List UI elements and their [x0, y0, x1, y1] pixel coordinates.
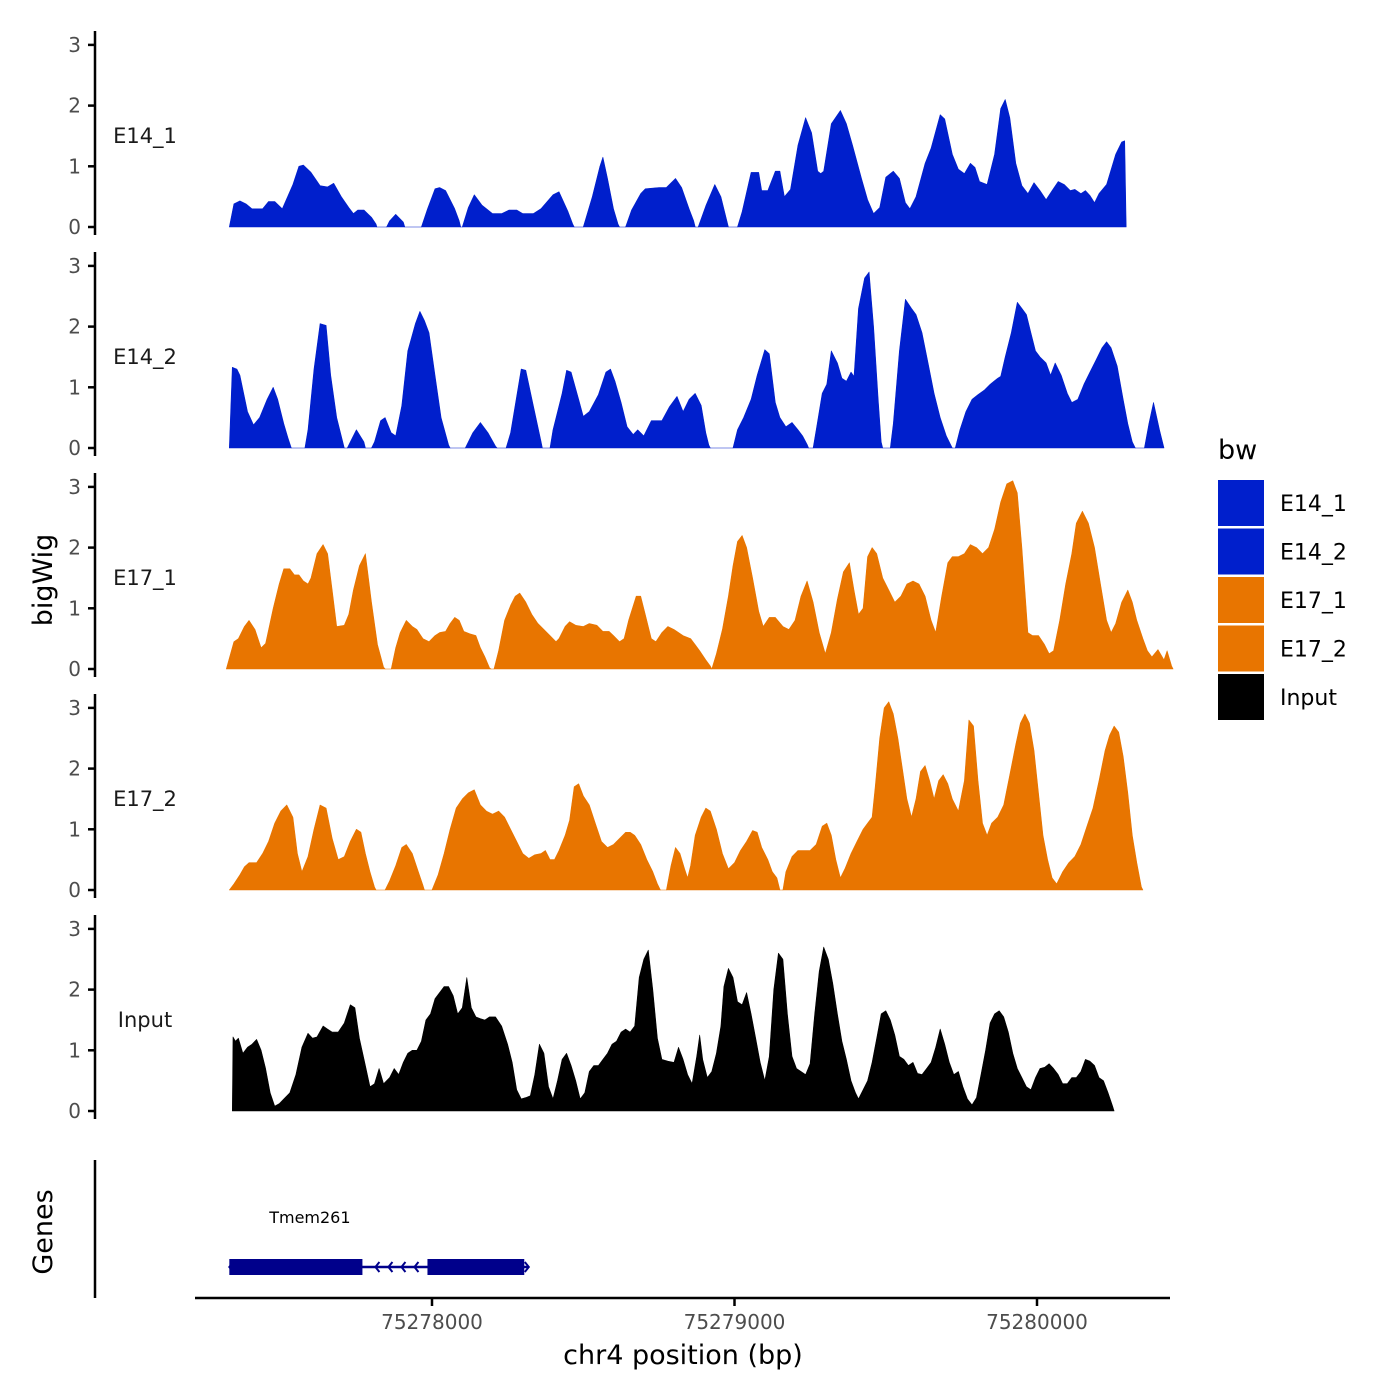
track-label: E17_1	[113, 566, 177, 591]
signal-area	[229, 804, 377, 891]
gene-exon	[427, 1259, 525, 1275]
signal-area	[549, 368, 711, 449]
signal-area	[462, 191, 575, 228]
track-label: Input	[118, 1008, 172, 1032]
gene-strand-arrow	[374, 1261, 381, 1273]
signal-area	[697, 184, 729, 228]
gene-strand-arrow	[387, 1261, 394, 1273]
legend-label: E14_2	[1280, 541, 1347, 566]
x-tick-label: 75279000	[684, 1310, 786, 1334]
signal-area	[390, 617, 492, 670]
x-tick-label: 75280000	[986, 1310, 1088, 1334]
legend-entry-E14_2: E14_2	[1218, 528, 1347, 575]
signal-tracks: 0 1 2 3 E14_1 0 1 2 3 E14_2 0 1 2 3 E17_1 0 1 2 3 E17_2 0 1 2 3…	[68, 31, 1174, 1123]
y-tick-label: 3	[68, 254, 81, 278]
y-tick-label: 0	[68, 657, 81, 681]
legend-entry-Input: Input	[1218, 674, 1337, 720]
y-tick-label: 1	[68, 154, 81, 178]
signal-area	[371, 311, 451, 449]
y-tick-label: 3	[68, 917, 81, 941]
legend-swatch	[1218, 625, 1264, 672]
y-tick-label: 2	[68, 978, 81, 1002]
signal-area	[493, 592, 713, 670]
y-axis-title: bigWig	[28, 534, 59, 627]
x-axis: 75278000 75279000 75280000	[195, 1296, 1170, 1334]
y-tick-label: 3	[68, 696, 81, 720]
gene-Tmem261: Tmem261	[228, 1208, 531, 1275]
legend-entry-E14_1: E14_1	[1218, 480, 1347, 526]
legend-label: Input	[1280, 686, 1337, 711]
gene-start-chevron	[228, 1261, 235, 1273]
signal-area	[304, 323, 345, 449]
y-tick-label: 1	[68, 596, 81, 620]
signal-area	[583, 156, 620, 228]
signal-area	[505, 368, 543, 449]
legend-title: bw	[1218, 435, 1257, 466]
y-tick-label: 0	[68, 215, 81, 239]
signal-area	[625, 178, 696, 228]
track-label: E17_2	[113, 787, 177, 812]
y-tick-label: 1	[68, 817, 81, 841]
legend-label: E17_2	[1280, 638, 1347, 663]
signal-area	[955, 302, 1136, 449]
signal-area	[229, 367, 292, 449]
y-tick-label: 1	[68, 1038, 81, 1062]
y-tick-label: 2	[68, 94, 81, 118]
y-tick-label: 2	[68, 315, 81, 339]
signal-area	[386, 214, 406, 228]
genes-track-title: Genes	[28, 1189, 59, 1274]
signal-area	[232, 946, 1115, 1112]
x-axis-title: chr4 position (bp)	[563, 1340, 803, 1371]
signal-area	[431, 783, 661, 891]
signal-area	[384, 844, 425, 891]
signal-area	[812, 271, 883, 449]
gene-end-chevron	[524, 1261, 531, 1273]
signal-area	[229, 164, 378, 228]
signal-area	[421, 187, 461, 228]
y-tick-label: 3	[68, 33, 81, 57]
legend: bw E14_1 E14_2 E17_1 E17_2 Input	[1218, 435, 1347, 720]
track-E17_2: 0 1 2 3 E17_2	[68, 694, 1144, 902]
signal-area	[347, 429, 366, 449]
legend-swatch	[1218, 577, 1264, 623]
track-E14_2: 0 1 2 3 E14_2	[68, 252, 1165, 460]
legend-swatch	[1218, 480, 1264, 526]
legend-entry-E17_2: E17_2	[1218, 625, 1347, 672]
y-tick-label: 2	[68, 536, 81, 560]
gene-name-label: Tmem261	[268, 1208, 350, 1227]
track-label: E14_2	[113, 345, 177, 370]
y-tick-label: 3	[68, 475, 81, 499]
track-E14_1: 0 1 2 3 E14_1	[68, 31, 1127, 239]
signal-area	[890, 299, 953, 449]
legend-label: E14_1	[1280, 492, 1347, 517]
legend-swatch	[1218, 528, 1264, 575]
signal-area	[1144, 402, 1165, 449]
track-label: E14_1	[113, 124, 177, 149]
signal-area	[666, 807, 781, 891]
y-tick-label: 2	[68, 757, 81, 781]
genes-track: Tmem261	[93, 1160, 531, 1298]
x-tick-label: 75278000	[381, 1310, 483, 1334]
y-tick-label: 0	[68, 878, 81, 902]
track-Input: 0 1 2 3 Input	[68, 915, 1115, 1123]
signal-area	[732, 349, 809, 449]
signal-area	[737, 99, 1127, 228]
signal-area	[465, 422, 498, 449]
gene-strand-arrow	[413, 1261, 420, 1273]
legend-entry-E17_1: E17_1	[1218, 577, 1347, 623]
legend-label: E17_1	[1280, 589, 1347, 614]
y-tick-label: 1	[68, 375, 81, 399]
y-tick-label: 0	[68, 1099, 81, 1123]
gene-exon	[229, 1259, 363, 1275]
signal-area	[226, 544, 386, 670]
gene-strand-arrow	[400, 1261, 407, 1273]
y-tick-label: 0	[68, 436, 81, 460]
signal-area	[711, 480, 1174, 670]
signal-area	[782, 701, 1144, 891]
legend-swatch	[1218, 674, 1264, 720]
track-E17_1: 0 1 2 3 E17_1	[68, 473, 1174, 681]
